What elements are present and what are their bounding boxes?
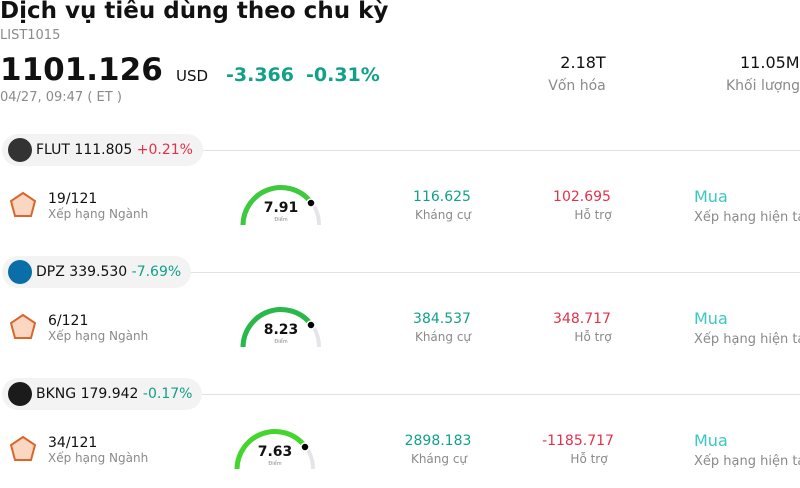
ticker-price: 111.805: [74, 142, 133, 158]
symbol: LIST1015: [0, 28, 61, 43]
gauge: [234, 429, 315, 470]
ticker-pill[interactable]: FLUT 111.805 +0.21%: [2, 134, 203, 166]
rating: Mua: [694, 187, 728, 206]
rank-icon: [9, 313, 37, 339]
gauge: [240, 307, 321, 348]
support: 348.717: [553, 311, 611, 327]
currency: USD: [176, 67, 209, 85]
ticker-price: 339.530: [69, 264, 128, 280]
rank: 6/121: [48, 313, 89, 329]
gauge: [231, 425, 319, 475]
rank-icon: [9, 191, 37, 217]
resistance-label: Kháng cự: [414, 330, 472, 344]
support-label: Hỗ trợ: [574, 208, 612, 222]
change-pct: -0.31%: [306, 64, 380, 86]
stat-label: Vốn hóa: [548, 78, 606, 94]
logo: [8, 138, 32, 162]
ticker: FLUT: [36, 142, 70, 158]
support: 102.695: [553, 189, 611, 205]
price: 1101.126: [0, 52, 163, 88]
rating: Mua: [694, 309, 728, 328]
change: -3.366: [226, 64, 294, 86]
timestamp: 04/27, 09:47 ( ET ): [0, 90, 122, 105]
resistance: 384.537: [413, 311, 471, 327]
ticker-price: 179.942: [80, 386, 139, 402]
rank: 19/121: [48, 191, 98, 207]
score-label: Điểm: [268, 461, 282, 467]
support-label: Hỗ trợ: [574, 330, 612, 344]
rating-label: Xếp hạng hiện tại: [694, 332, 800, 347]
rating-label: Xếp hạng hiện tại: [694, 454, 800, 469]
logo: [8, 260, 32, 284]
logo: [8, 382, 32, 406]
rating: Mua: [694, 431, 728, 450]
stat-label: Khối lượng: [726, 78, 800, 94]
rank-label: Xếp hạng Ngành: [48, 207, 149, 221]
ticker-pill[interactable]: DPZ 339.530 -7.69%: [2, 256, 192, 288]
title: Dịch vụ tiêu dùng theo chu kỳ: [0, 0, 389, 24]
ticker-change: +0.21%: [136, 142, 193, 158]
rank-icon: [9, 435, 37, 461]
score: 8.23: [263, 322, 299, 338]
score-label: Điểm: [274, 217, 288, 223]
resistance-label: Kháng cự: [414, 208, 472, 222]
divider: [190, 394, 800, 395]
support: -1185.717: [542, 433, 614, 449]
rating-label: Xếp hạng hiện tại: [694, 210, 800, 225]
divider: [190, 272, 800, 273]
resistance: 116.625: [413, 189, 471, 205]
ticker: DPZ: [36, 264, 65, 280]
resistance-label: Kháng cự: [410, 452, 468, 466]
resistance: 2898.183: [404, 433, 472, 449]
rank-icon: [9, 435, 37, 463]
gauge: [237, 181, 325, 231]
ticker-change: -0.17%: [142, 386, 193, 402]
score: 7.63: [257, 444, 293, 460]
ticker-change: -7.69%: [131, 264, 182, 280]
stat-value: 11.05M: [740, 53, 800, 72]
gauge: [240, 185, 321, 226]
support-label: Hỗ trợ: [570, 452, 608, 466]
rank-label: Xếp hạng Ngành: [48, 451, 149, 465]
divider: [190, 150, 800, 151]
score-label: Điểm: [274, 339, 288, 345]
ticker: BKNG: [36, 386, 77, 402]
rank-label: Xếp hạng Ngành: [48, 329, 149, 343]
gauge: [237, 303, 325, 353]
rank-icon: [9, 191, 37, 219]
rank-icon: [9, 313, 37, 341]
ticker-pill[interactable]: BKNG 179.942 -0.17%: [2, 378, 203, 410]
score: 7.91: [263, 200, 299, 216]
stat-value: 2.18T: [560, 53, 606, 72]
rank: 34/121: [48, 435, 98, 451]
